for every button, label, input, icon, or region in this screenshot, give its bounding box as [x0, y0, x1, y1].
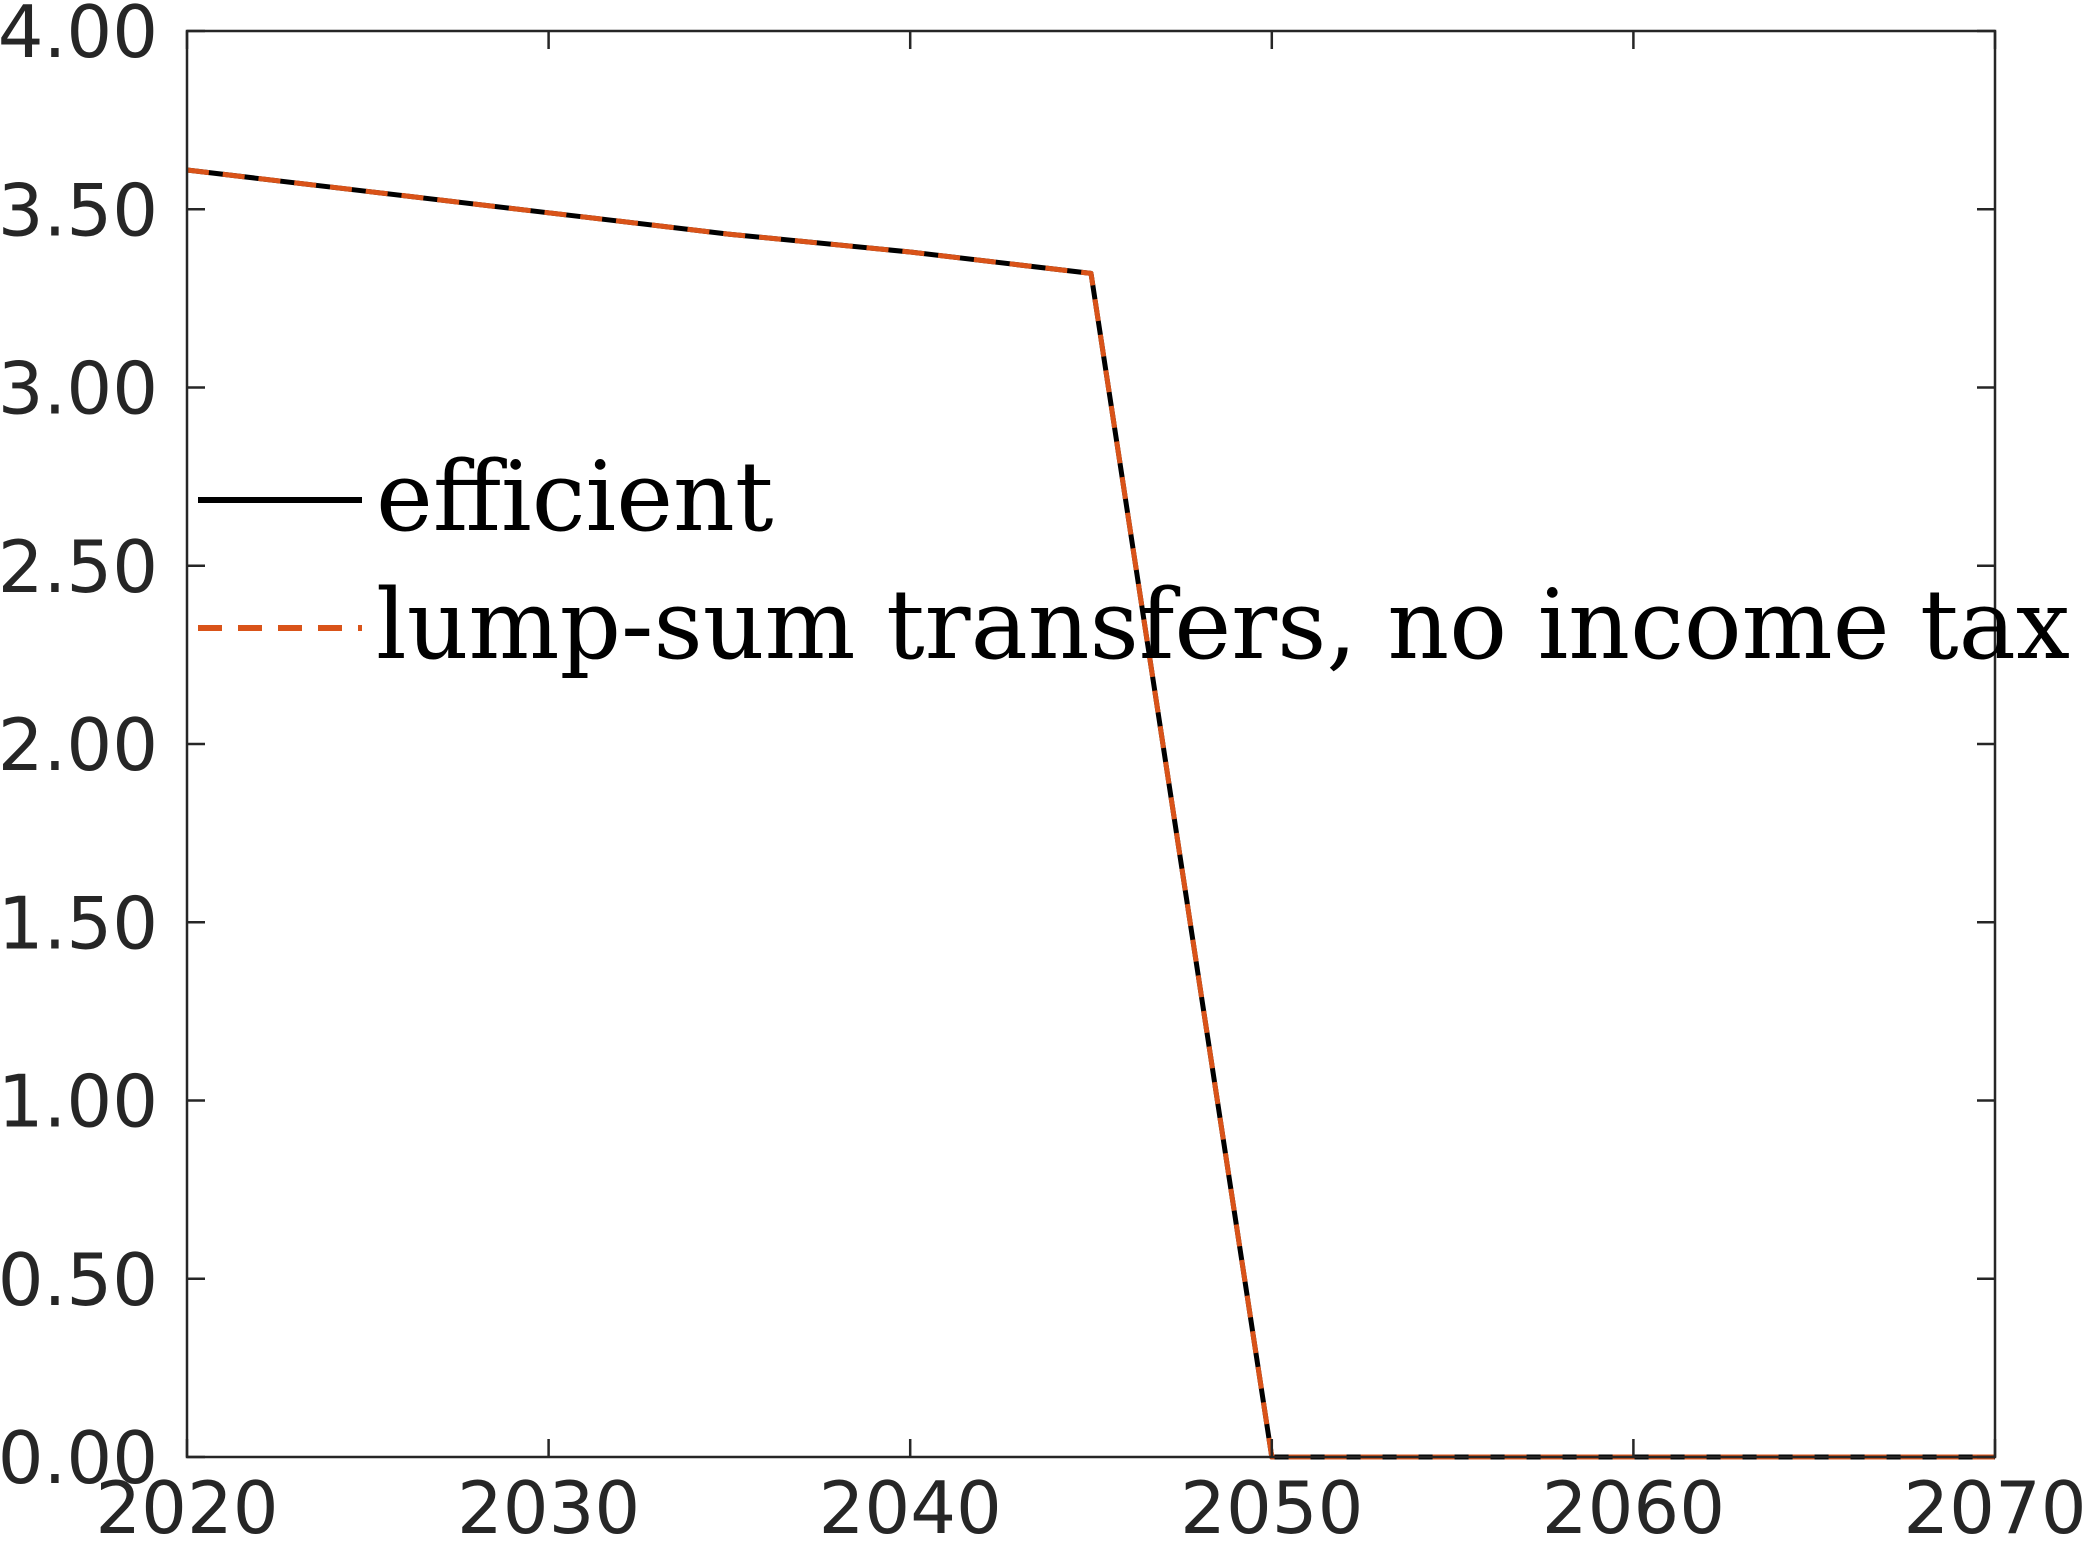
legend-label-lump-sum-transfers: lump-sum transfers, no income tax: [376, 569, 2070, 681]
y-tick-label: 1.50: [0, 881, 158, 965]
x-tick-label: 2030: [457, 1466, 640, 1550]
y-tick-label: 4.00: [0, 0, 158, 74]
y-tick-label: 3.00: [0, 347, 158, 431]
y-tick-label: 2.00: [0, 703, 158, 787]
y-tick-label: 3.50: [0, 168, 158, 252]
legend-label-efficient: efficient: [376, 441, 773, 553]
y-tick-label: 2.50: [0, 525, 158, 609]
x-tick-label: 2040: [819, 1466, 1002, 1550]
y-tick-label: 0.50: [0, 1238, 158, 1322]
legend: efficient lump-sum transfers, no income t…: [198, 441, 2070, 681]
x-tick-label: 2050: [1180, 1466, 1363, 1550]
y-tick-label: 0.00: [0, 1416, 158, 1500]
x-tick-label: 2020: [95, 1466, 278, 1550]
x-tick-label: 2070: [1903, 1466, 2083, 1550]
tick-marks: [185, 29, 1997, 1459]
y-tick-labels: 0.00 0.50 1.00 1.50 2.00 2.50 3.00 3.50 4.00: [0, 0, 158, 1500]
y-tick-label: 1.00: [0, 1060, 158, 1144]
x-tick-labels: 2020 2030 2040 2050 2060 2070: [95, 1466, 2083, 1550]
x-tick-label: 2060: [1542, 1466, 1725, 1550]
